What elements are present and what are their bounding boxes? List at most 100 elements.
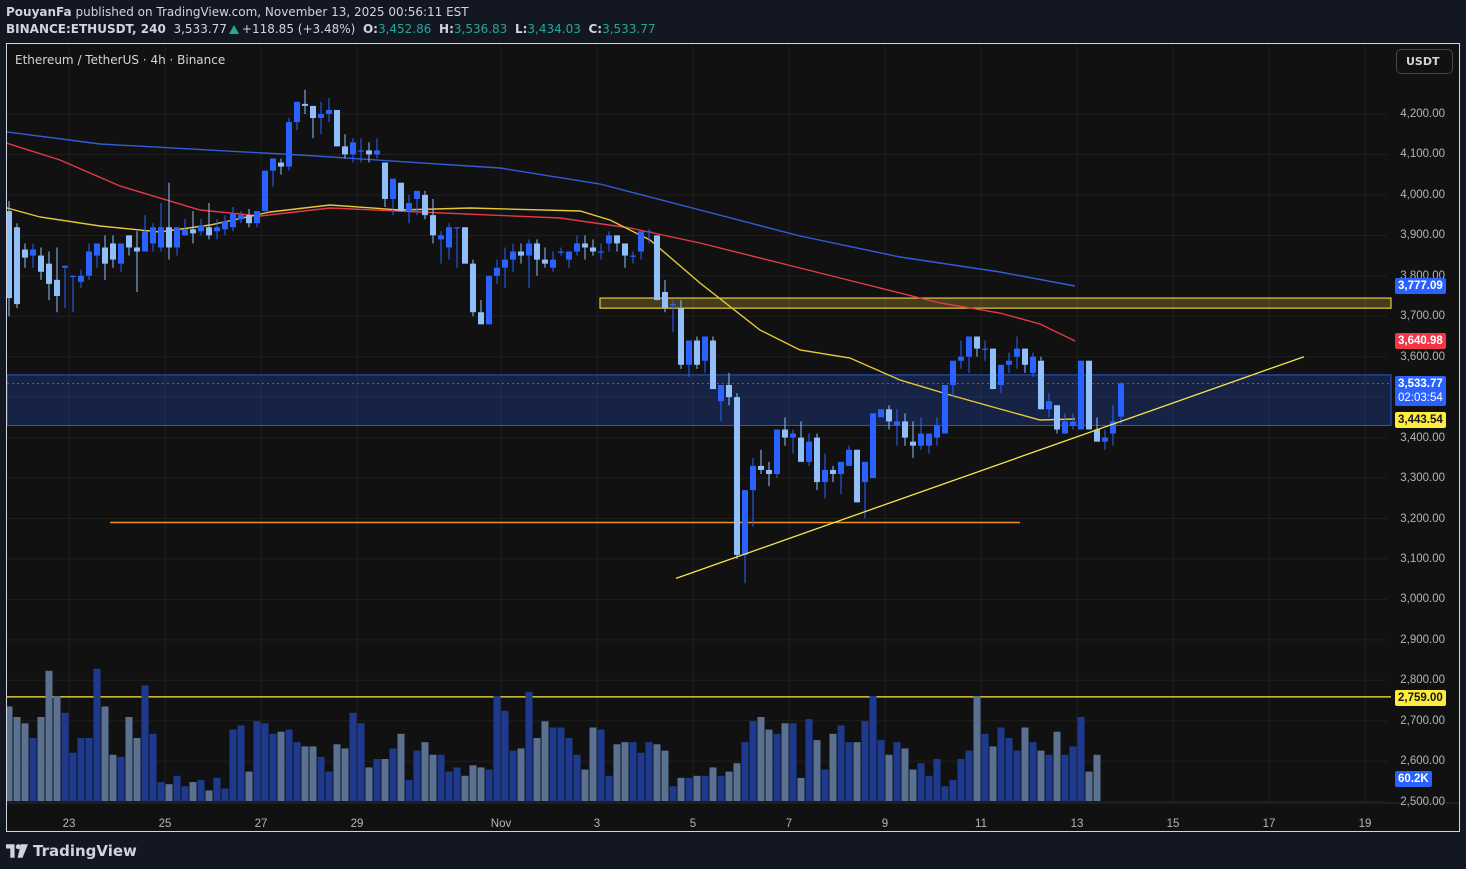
- volume-bar: [949, 780, 957, 801]
- price-chart-canvas[interactable]: [7, 44, 1460, 832]
- candle-body: [878, 409, 884, 418]
- price-axis-label: 2,500.00: [1400, 795, 1445, 808]
- volume-bar: [333, 744, 341, 801]
- volume-bar: [677, 777, 685, 801]
- volume-bar: [957, 759, 965, 801]
- candle-body: [182, 229, 188, 236]
- volume-bar: [213, 777, 221, 801]
- candle-body: [662, 291, 668, 309]
- candle-body: [286, 122, 292, 167]
- volume-bar: [557, 727, 565, 801]
- volume-bar: [981, 733, 989, 801]
- volume-tag: 60.2K: [1395, 771, 1432, 787]
- candle-body: [774, 429, 780, 475]
- candle-body: [894, 421, 900, 426]
- candle-body: [1014, 348, 1020, 357]
- time-axis-label: Nov: [490, 818, 512, 830]
- volume-bar: [157, 782, 165, 801]
- candle-body: [798, 437, 804, 462]
- candle-body: [854, 449, 860, 503]
- volume-bar: [613, 744, 621, 801]
- volume-bar: [461, 775, 469, 801]
- candle-body: [1054, 405, 1060, 430]
- candle-body: [238, 215, 244, 220]
- candle-body: [734, 397, 740, 555]
- candle-body: [94, 243, 100, 256]
- chart-frame[interactable]: Ethereum / TetherUS · 4h · Binance USDT …: [6, 43, 1460, 832]
- candle-body: [902, 421, 908, 438]
- volume-bar: [277, 731, 285, 801]
- volume-bar: [941, 786, 949, 801]
- high-value: 3,536.83: [453, 22, 508, 36]
- volume-bar: [237, 725, 245, 801]
- volume-bar: [925, 775, 933, 801]
- volume-bar: [469, 765, 477, 801]
- volume-bar: [549, 727, 557, 801]
- horizontal-line-tag: 2,759.00: [1395, 690, 1446, 706]
- high-label: H:: [439, 22, 454, 36]
- volume-bar: [1037, 750, 1045, 801]
- publish-info: PouyanFa published on TradingView.com, N…: [6, 5, 469, 19]
- volume-bar: [621, 742, 629, 801]
- time-axis-label: 15: [1166, 818, 1180, 830]
- volume-bar: [261, 723, 269, 801]
- candle-body: [214, 227, 220, 232]
- volume-bar: [349, 712, 357, 801]
- candle-body: [70, 275, 76, 277]
- price-axis-label: 4,100.00: [1400, 148, 1445, 161]
- volume-bar: [901, 748, 909, 801]
- volume-bar: [1013, 750, 1021, 801]
- candle-body: [782, 429, 788, 438]
- tradingview-logo[interactable]: TradingView: [6, 841, 137, 861]
- volume-bar: [1085, 771, 1093, 801]
- volume-bar: [85, 738, 93, 801]
- price-axis-label: 3,000.00: [1400, 593, 1445, 606]
- volume-bar: [781, 723, 789, 801]
- candle-body: [702, 336, 708, 361]
- volume-bar: [701, 775, 709, 801]
- candle-body: [718, 385, 724, 402]
- volume-bar: [93, 668, 101, 801]
- candle-body: [830, 469, 836, 475]
- volume-bar: [37, 717, 45, 801]
- candle-body: [438, 235, 444, 240]
- volume-bar: [109, 754, 117, 801]
- candle-body: [950, 360, 956, 386]
- candle-body: [982, 348, 988, 350]
- candle-body: [726, 385, 732, 398]
- candle-body: [174, 227, 180, 248]
- volume-bar: [165, 784, 173, 801]
- currency-button[interactable]: USDT: [1396, 49, 1453, 74]
- volume-bar: [317, 756, 325, 801]
- volume-bar: [909, 769, 917, 801]
- volume-bar: [1029, 742, 1037, 801]
- candle-body: [1006, 360, 1012, 365]
- candle-body: [1038, 360, 1044, 410]
- volume-bar: [149, 733, 157, 801]
- candle-body: [278, 162, 284, 167]
- publish-text: published on TradingView.com, November 1…: [75, 5, 469, 19]
- candle-body: [230, 213, 236, 228]
- candle-body: [678, 308, 684, 365]
- candle-body: [622, 243, 628, 256]
- candle-body: [966, 336, 972, 357]
- volume-bar: [45, 670, 53, 801]
- volume-bar: [357, 723, 365, 801]
- volume-bar: [69, 752, 77, 801]
- low-value: 3,434.03: [527, 22, 581, 36]
- candle-body: [398, 182, 404, 212]
- candle-body: [478, 312, 484, 325]
- volume-bar: [501, 710, 509, 801]
- candle-body: [326, 109, 332, 114]
- volume-bar: [933, 759, 941, 801]
- candle-body: [822, 469, 828, 483]
- volume-bar: [709, 767, 717, 801]
- candle-body: [142, 231, 148, 252]
- volume-bar: [1069, 746, 1077, 801]
- author-name[interactable]: PouyanFa: [6, 5, 72, 19]
- candle-body: [990, 348, 996, 390]
- candle-body: [462, 227, 468, 264]
- price-axis-label: 3,900.00: [1400, 229, 1445, 242]
- candle-body: [310, 105, 316, 119]
- volume-bar: [661, 750, 669, 801]
